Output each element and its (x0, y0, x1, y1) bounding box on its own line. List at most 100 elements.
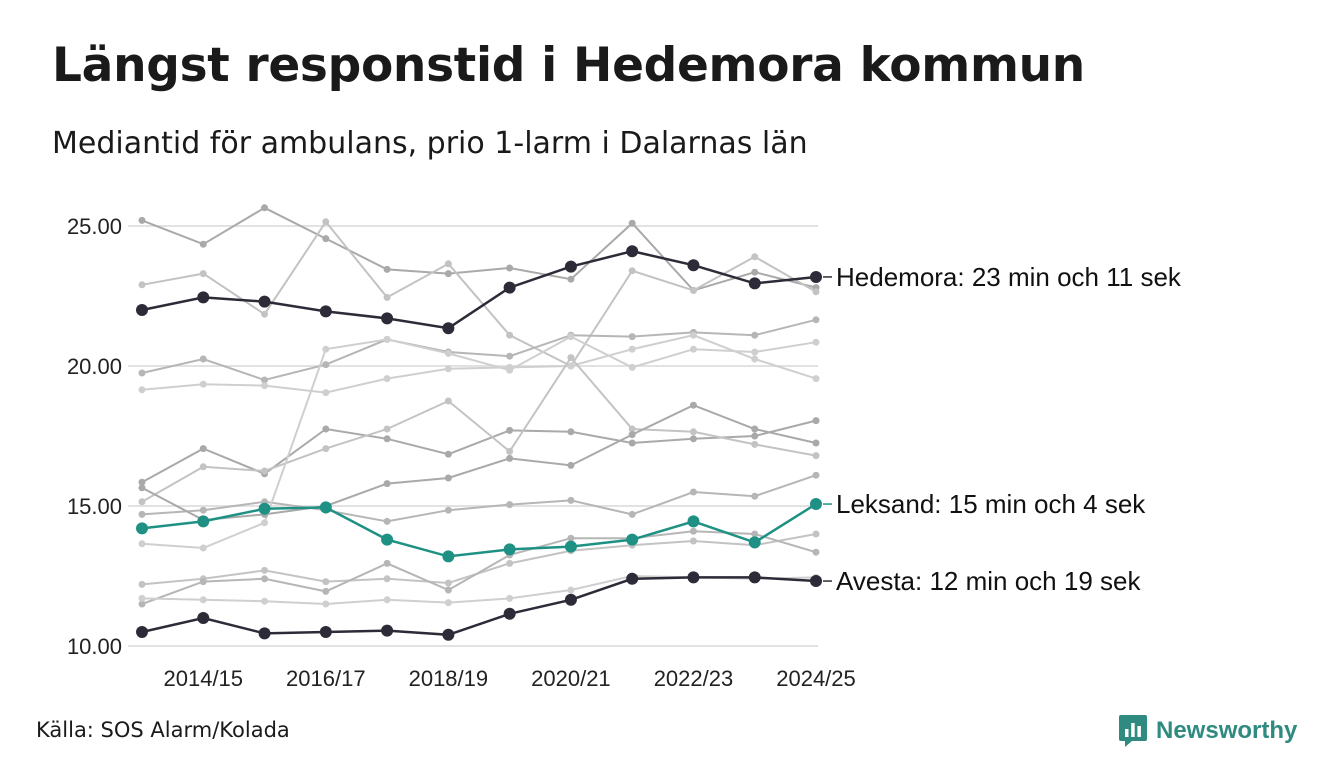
data-point-other (138, 594, 146, 602)
data-point-other (444, 260, 452, 268)
data-point-other (383, 425, 391, 433)
data-point-hedemora (810, 270, 822, 283)
data-point-other (199, 463, 207, 471)
series-line-other-path (141, 404, 817, 522)
series-line-other-path (141, 474, 817, 523)
data-point-other (322, 587, 330, 595)
data-point-hedemora (258, 295, 271, 308)
data-point-other (261, 310, 269, 318)
data-point-other (444, 579, 452, 587)
data-point-other (689, 401, 697, 409)
data-point-hedemora (687, 259, 700, 272)
y-tick-label: 25.00 (67, 214, 122, 239)
series-line-other (138, 331, 820, 397)
data-point-other (138, 510, 146, 518)
data-point-avesta (136, 626, 148, 638)
data-point-avesta (626, 572, 639, 585)
data-point-leksand (503, 543, 516, 556)
data-point-other (383, 559, 391, 567)
data-point-hedemora (319, 305, 332, 318)
data-point-leksand (197, 515, 210, 528)
data-point-leksand (748, 536, 761, 549)
data-point-other (506, 366, 514, 374)
data-point-other (567, 275, 575, 283)
chart-title: Längst responstid i Hedemora kommun (52, 38, 1085, 93)
data-point-other (138, 540, 146, 548)
x-tick-label: 2022/23 (654, 666, 734, 691)
x-tick-label: 2024/25 (776, 666, 856, 691)
data-point-other (567, 534, 575, 542)
data-point-other (444, 586, 452, 594)
series-line-other-path (141, 220, 817, 368)
data-point-other (383, 335, 391, 343)
series-line-leksand-path (141, 502, 817, 558)
data-point-other (199, 240, 207, 248)
chart-subtitle: Mediantid för ambulans, prio 1-larm i Da… (52, 126, 808, 161)
data-point-other (199, 578, 207, 586)
data-point-other (444, 270, 452, 278)
data-point-other (689, 345, 697, 353)
data-point-other (812, 417, 820, 425)
data-point-other (322, 345, 330, 353)
data-point-other (199, 380, 207, 388)
data-point-leksand (319, 501, 332, 514)
y-tick-label: 10.00 (67, 634, 122, 659)
data-point-other (751, 253, 759, 261)
data-point-other (689, 286, 697, 294)
data-point-avesta (442, 628, 455, 641)
series-line-other-path (141, 206, 817, 292)
data-point-leksand (626, 533, 639, 546)
data-point-other (383, 265, 391, 273)
series-line-other (138, 316, 820, 384)
data-point-other (444, 397, 452, 405)
data-point-leksand (381, 533, 394, 546)
data-point-other (628, 345, 636, 353)
series-line-other (138, 354, 820, 506)
data-point-other (751, 530, 759, 538)
data-point-other (383, 435, 391, 443)
data-point-avesta (748, 571, 761, 584)
data-point-other (812, 530, 820, 538)
data-point-hedemora (197, 291, 210, 304)
data-point-other (383, 480, 391, 488)
line-chart: 10.00 15.00 20.00 25.00 2014/15 2016/17 2018/1… (67, 204, 1182, 691)
data-point-other (812, 548, 820, 556)
data-point-other (199, 506, 207, 514)
series-line-other (138, 527, 820, 608)
brand-name: Newsworthy (1156, 717, 1298, 744)
data-point-leksand (564, 540, 577, 553)
data-point-other (812, 375, 820, 383)
data-point-hedemora (442, 322, 455, 335)
series-line-other (138, 204, 820, 294)
data-point-leksand (687, 515, 700, 528)
data-point-other (751, 355, 759, 363)
data-point-hedemora (564, 260, 577, 273)
data-point-other (444, 349, 452, 357)
series-line-avesta-path (141, 576, 817, 637)
series-line-hedemora-path (141, 249, 817, 330)
data-point-other (199, 596, 207, 604)
data-point-other (261, 597, 269, 605)
data-point-other (567, 333, 575, 341)
data-point-other (383, 517, 391, 525)
data-point-avesta (258, 627, 271, 640)
brand-logo: Newsworthy (1118, 714, 1297, 748)
data-point-other (261, 467, 269, 475)
data-point-other (199, 270, 207, 278)
data-point-other (322, 578, 330, 586)
newsworthy-logo-icon (1119, 715, 1147, 747)
data-point-other (751, 348, 759, 356)
data-point-other (628, 267, 636, 275)
data-point-other (322, 425, 330, 433)
data-point-other (261, 519, 269, 527)
data-point-other (322, 445, 330, 453)
data-point-other (444, 506, 452, 514)
data-point-other (506, 594, 514, 602)
series-line-other-path (141, 318, 817, 382)
data-point-other (812, 316, 820, 324)
data-point-leksand (810, 498, 822, 511)
data-point-avesta (319, 626, 332, 638)
x-tick-label: 2014/15 (164, 666, 244, 691)
data-point-other (322, 389, 330, 397)
y-tick-label: 20.00 (67, 354, 122, 379)
